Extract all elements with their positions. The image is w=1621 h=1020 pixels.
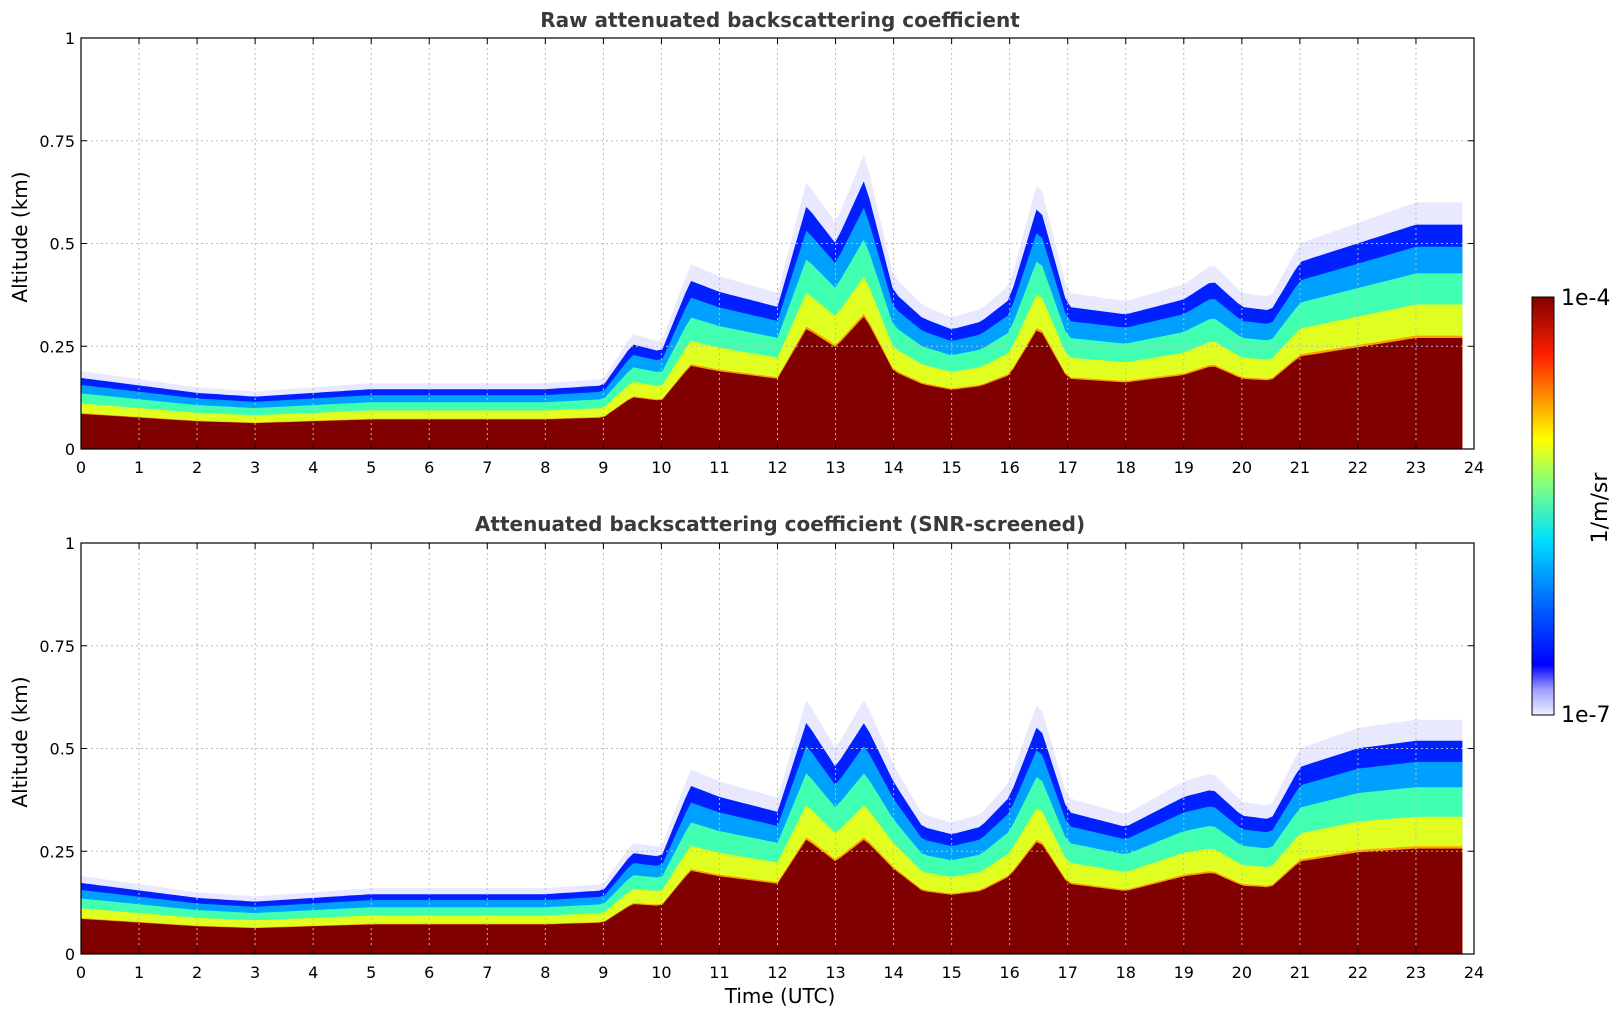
layer-core — [81, 839, 1463, 954]
x-tick-label: 9 — [598, 458, 608, 477]
x-tick-label: 14 — [883, 458, 903, 477]
y-tick-label: 0.75 — [39, 637, 75, 656]
x-tick-label: 1 — [134, 963, 144, 982]
x-tick-label: 8 — [540, 963, 550, 982]
x-tick-label: 20 — [1232, 458, 1252, 477]
y-axis-label: Altitude (km) — [8, 676, 32, 807]
y-tick-label: 0.5 — [50, 235, 75, 254]
x-tick-label: 22 — [1348, 963, 1368, 982]
y-tick-label: 0 — [65, 945, 75, 964]
x-tick-label: 16 — [999, 458, 1019, 477]
x-tick-label: 23 — [1406, 458, 1426, 477]
x-tick-label: 7 — [482, 963, 492, 982]
x-tick-label: 21 — [1290, 963, 1310, 982]
x-tick-label: 13 — [825, 458, 845, 477]
layer-core — [81, 316, 1463, 449]
x-tick-label: 13 — [825, 963, 845, 982]
x-axis-label: Time (UTC) — [724, 984, 836, 1008]
colorbar-scale — [1531, 296, 1555, 716]
x-tick-label: 12 — [767, 963, 787, 982]
x-tick-label: 21 — [1290, 458, 1310, 477]
axes: 0 1 2 3 4 5 6 7 8 9 10 11 12 13 14 15 16 17 18 19 20 21 22 23 24… — [39, 534, 1484, 982]
x-tick-label: 0 — [76, 458, 86, 477]
colorbar-max-label: 1e-4 — [1561, 286, 1610, 311]
y-tick-label: 0.25 — [39, 337, 75, 356]
colorbar-unit-label: 1/m/sr — [1588, 472, 1613, 544]
plot-area — [81, 700, 1463, 954]
x-tick-label: 17 — [1058, 458, 1078, 477]
x-tick-label: 2 — [192, 963, 202, 982]
y-tick-label: 1 — [65, 29, 75, 48]
axes: 0 1 2 3 4 5 6 7 8 9 10 11 12 13 14 15 16 17 18 19 20 21 22 23 24… — [39, 29, 1484, 477]
x-tick-label: 8 — [540, 458, 550, 477]
x-tick-label: 15 — [941, 458, 961, 477]
x-tick-label: 17 — [1058, 963, 1078, 982]
x-tick-label: 14 — [883, 963, 903, 982]
colorbar: 1e-4 1e-7 1/m/sr — [1531, 286, 1613, 728]
x-tick-label: 18 — [1116, 458, 1136, 477]
x-tick-label: 9 — [598, 963, 608, 982]
x-tick-label: 22 — [1348, 458, 1368, 477]
x-tick-label: 6 — [424, 458, 434, 477]
raw-backscatter-panel: Raw attenuated backscattering coefficien… — [8, 8, 1484, 477]
y-tick-label: 0.75 — [39, 132, 75, 151]
colorbar-min-label: 1e-7 — [1561, 703, 1610, 728]
x-tick-label: 12 — [767, 458, 787, 477]
x-tick-label: 11 — [709, 963, 729, 982]
x-tick-label: 15 — [941, 963, 961, 982]
panel-title: Attenuated backscattering coefficient (S… — [475, 512, 1085, 536]
panel-title: Raw attenuated backscattering coefficien… — [540, 8, 1020, 32]
x-tick-label: 4 — [308, 458, 318, 477]
x-tick-label: 7 — [482, 458, 492, 477]
x-tick-label: 5 — [366, 963, 376, 982]
y-tick-label: 0.25 — [39, 842, 75, 861]
x-tick-label: 5 — [366, 458, 376, 477]
y-tick-label: 1 — [65, 534, 75, 553]
x-tick-label: 11 — [709, 458, 729, 477]
screened-backscatter-panel: Attenuated backscattering coefficient (S… — [8, 512, 1484, 1008]
x-tick-label: 0 — [76, 963, 86, 982]
x-tick-label: 23 — [1406, 963, 1426, 982]
x-tick-label: 3 — [250, 458, 260, 477]
y-tick-label: 0 — [65, 440, 75, 459]
x-tick-label: 3 — [250, 963, 260, 982]
x-tick-label: 6 — [424, 963, 434, 982]
x-tick-label: 18 — [1116, 963, 1136, 982]
x-tick-label: 19 — [1174, 458, 1194, 477]
y-axis-label: Altitude (km) — [8, 171, 32, 302]
x-tick-label: 4 — [308, 963, 318, 982]
x-tick-label: 19 — [1174, 963, 1194, 982]
x-tick-label: 2 — [192, 458, 202, 477]
x-tick-label: 24 — [1464, 963, 1484, 982]
x-tick-label: 16 — [999, 963, 1019, 982]
x-tick-label: 10 — [651, 458, 671, 477]
y-tick-label: 0.5 — [50, 740, 75, 759]
x-tick-label: 20 — [1232, 963, 1252, 982]
x-tick-label: 1 — [134, 458, 144, 477]
x-tick-label: 24 — [1464, 458, 1484, 477]
x-tick-label: 10 — [651, 963, 671, 982]
plot-area — [81, 154, 1463, 449]
